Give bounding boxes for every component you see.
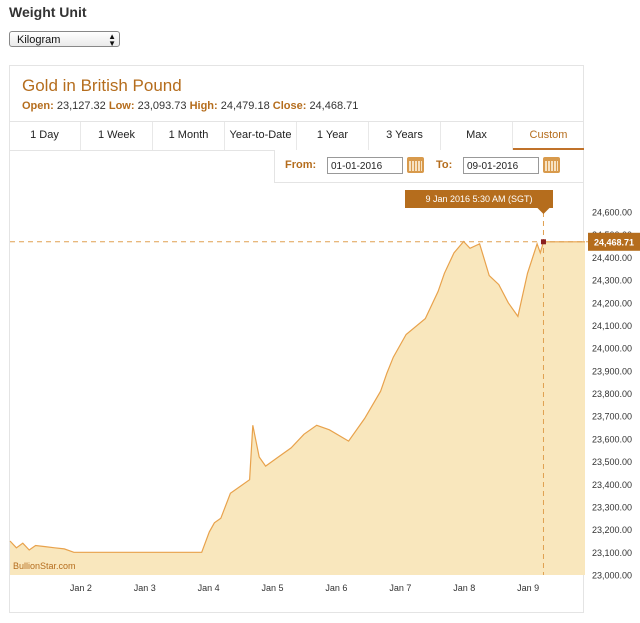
tab-year-to-date[interactable]: Year-to-Date	[225, 122, 297, 150]
y-tick-label: 23,900.00	[592, 366, 632, 376]
close-label: Close:	[272, 100, 307, 112]
y-tick-label: 24,100.00	[592, 321, 632, 331]
low-label: Low:	[108, 100, 135, 112]
select-arrows-icon: ▲ ▼	[108, 32, 116, 48]
from-calendar-icon[interactable]	[407, 157, 424, 173]
high-value: 24,479.18	[220, 100, 270, 112]
tab-1-week[interactable]: 1 Week	[81, 122, 153, 150]
high-label: High:	[189, 100, 218, 112]
tab-max[interactable]: Max	[441, 122, 513, 150]
y-tick-label: 23,100.00	[592, 548, 632, 558]
tab-1-year[interactable]: 1 Year	[297, 122, 369, 150]
y-tick-label: 24,600.00	[592, 208, 632, 218]
y-tick-label: 23,400.00	[592, 480, 632, 490]
y-tick-label: 24,400.00	[592, 253, 632, 263]
open-label: Open:	[22, 100, 54, 112]
y-tick-label: 23,200.00	[592, 525, 632, 535]
weight-unit-select[interactable]: Kilogram ▲ ▼	[9, 31, 120, 48]
ohlc-summary: Open: 23,127.32 Low: 23,093.73 High: 24,…	[22, 100, 358, 112]
close-value: 24,468.71	[309, 100, 359, 112]
y-tick-label: 23,800.00	[592, 389, 632, 399]
y-tick-label: 23,000.00	[592, 571, 632, 581]
y-tick-label: 24,000.00	[592, 344, 632, 354]
open-value: 23,127.32	[56, 100, 106, 112]
from-date-input[interactable]: 01-01-2016	[327, 157, 403, 174]
y-tick-label: 24,200.00	[592, 298, 632, 308]
tab-1-day[interactable]: 1 Day	[9, 122, 81, 150]
y-tick-label: 23,500.00	[592, 457, 632, 467]
date-range-bar: From: 01-01-2016 To: 09-01-2016	[274, 150, 584, 183]
y-tick-label: 24,300.00	[592, 276, 632, 286]
from-label: From:	[285, 159, 317, 171]
period-tabs: 1 Day 1 Week 1 Month Year-to-Date 1 Year…	[9, 121, 584, 151]
y-tick-label: 23,600.00	[592, 434, 632, 444]
low-value: 23,093.73	[137, 100, 187, 112]
to-calendar-icon[interactable]	[543, 157, 560, 173]
to-date-input[interactable]: 09-01-2016	[463, 157, 539, 174]
y-tick-label: 23,700.00	[592, 412, 632, 422]
chart-title: Gold in British Pound	[22, 76, 182, 95]
tab-custom[interactable]: Custom	[513, 122, 584, 150]
last-value-flag	[588, 232, 640, 251]
tab-1-month[interactable]: 1 Month	[153, 122, 225, 150]
weight-unit-label: Weight Unit	[9, 4, 87, 20]
tab-3-years[interactable]: 3 Years	[369, 122, 441, 150]
to-label: To:	[436, 159, 453, 171]
y-tick-label: 23,300.00	[592, 502, 632, 512]
weight-unit-value: Kilogram	[17, 34, 61, 46]
last-value-label: 24,468.71	[594, 237, 634, 247]
y-tick-label: 24,500.00	[592, 230, 632, 240]
